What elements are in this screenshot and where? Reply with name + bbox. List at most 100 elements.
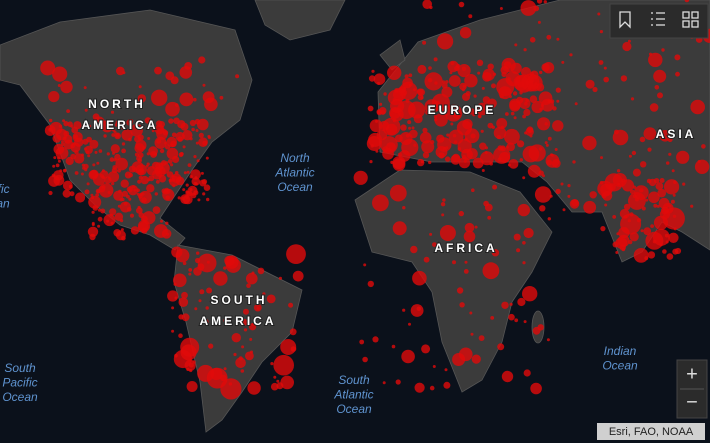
ocean-label: Ocean bbox=[277, 180, 313, 194]
case-marker bbox=[372, 336, 379, 343]
case-marker bbox=[121, 126, 125, 130]
case-marker bbox=[94, 124, 99, 128]
case-marker bbox=[649, 103, 659, 112]
case-marker bbox=[619, 208, 630, 219]
case-marker bbox=[439, 225, 456, 241]
case-marker bbox=[288, 302, 294, 308]
case-marker bbox=[441, 80, 446, 84]
case-marker bbox=[701, 144, 706, 149]
case-marker bbox=[509, 98, 521, 111]
continent-label: AMERICA bbox=[82, 118, 159, 132]
zoom-in[interactable]: + bbox=[686, 363, 698, 385]
case-marker bbox=[240, 318, 248, 326]
case-marker bbox=[661, 48, 665, 52]
case-marker bbox=[469, 311, 473, 315]
case-marker bbox=[408, 322, 411, 326]
case-marker bbox=[96, 190, 100, 193]
case-marker bbox=[567, 194, 571, 198]
basemap-icon[interactable] bbox=[682, 11, 699, 28]
case-marker bbox=[53, 156, 57, 160]
case-marker bbox=[397, 152, 403, 157]
case-marker bbox=[171, 306, 175, 310]
case-marker bbox=[612, 215, 617, 219]
case-marker bbox=[205, 156, 209, 160]
case-marker bbox=[140, 175, 149, 185]
case-marker bbox=[410, 245, 418, 254]
case-marker bbox=[463, 269, 469, 274]
case-marker bbox=[171, 178, 176, 182]
case-marker bbox=[128, 197, 132, 201]
case-marker bbox=[592, 86, 598, 93]
case-marker bbox=[443, 381, 451, 389]
case-marker bbox=[121, 148, 126, 154]
case-marker bbox=[545, 143, 549, 147]
case-marker bbox=[653, 69, 667, 83]
case-marker bbox=[183, 171, 187, 175]
case-marker bbox=[440, 202, 446, 207]
case-marker bbox=[657, 188, 666, 198]
case-marker bbox=[672, 248, 679, 255]
case-marker bbox=[417, 64, 427, 74]
case-marker bbox=[422, 0, 432, 9]
case-marker bbox=[63, 121, 69, 127]
case-marker bbox=[640, 229, 644, 233]
case-marker bbox=[180, 344, 197, 361]
case-marker bbox=[145, 164, 149, 168]
case-marker bbox=[457, 64, 471, 78]
case-marker bbox=[48, 127, 53, 132]
case-marker bbox=[523, 227, 534, 239]
case-marker bbox=[684, 0, 690, 3]
case-marker bbox=[92, 205, 99, 211]
case-marker bbox=[96, 161, 100, 165]
case-marker bbox=[621, 247, 626, 252]
case-marker bbox=[241, 345, 245, 349]
case-marker bbox=[369, 119, 383, 133]
case-marker bbox=[448, 75, 461, 87]
case-marker bbox=[235, 357, 246, 369]
ocean-label: South bbox=[4, 361, 36, 375]
case-marker bbox=[103, 134, 107, 138]
case-marker bbox=[673, 180, 677, 184]
case-marker bbox=[652, 228, 670, 246]
case-marker bbox=[420, 95, 424, 100]
case-marker bbox=[84, 147, 87, 151]
case-marker bbox=[464, 74, 478, 88]
case-marker bbox=[151, 89, 168, 107]
case-marker bbox=[529, 95, 538, 103]
ocean-label: Ocean bbox=[0, 197, 10, 211]
case-marker bbox=[109, 208, 117, 216]
case-marker bbox=[541, 98, 554, 112]
case-marker bbox=[620, 75, 628, 82]
case-marker bbox=[508, 313, 515, 321]
case-marker bbox=[473, 94, 477, 98]
case-marker bbox=[86, 136, 92, 143]
case-marker bbox=[142, 211, 156, 225]
case-marker bbox=[94, 150, 98, 154]
case-marker bbox=[121, 142, 126, 146]
case-marker bbox=[537, 117, 551, 131]
case-marker bbox=[413, 88, 416, 92]
case-marker bbox=[62, 168, 67, 173]
case-marker bbox=[465, 91, 471, 97]
case-marker bbox=[471, 354, 481, 364]
bookmark-icon[interactable] bbox=[619, 11, 631, 29]
case-marker bbox=[542, 61, 555, 74]
case-marker bbox=[523, 108, 531, 117]
case-marker bbox=[129, 119, 134, 123]
case-marker bbox=[569, 53, 573, 57]
zoom-out[interactable]: − bbox=[686, 391, 698, 413]
case-marker bbox=[233, 352, 237, 357]
case-marker bbox=[204, 97, 218, 112]
case-marker bbox=[249, 337, 253, 341]
case-marker bbox=[648, 52, 663, 68]
case-marker bbox=[408, 101, 426, 119]
case-marker bbox=[148, 146, 158, 156]
legend-icon[interactable] bbox=[651, 12, 665, 26]
case-marker bbox=[401, 349, 415, 364]
case-marker bbox=[666, 161, 670, 165]
case-marker bbox=[456, 287, 464, 294]
case-marker bbox=[174, 103, 179, 107]
case-marker bbox=[188, 268, 193, 272]
case-marker bbox=[376, 129, 388, 141]
case-marker bbox=[292, 270, 304, 282]
